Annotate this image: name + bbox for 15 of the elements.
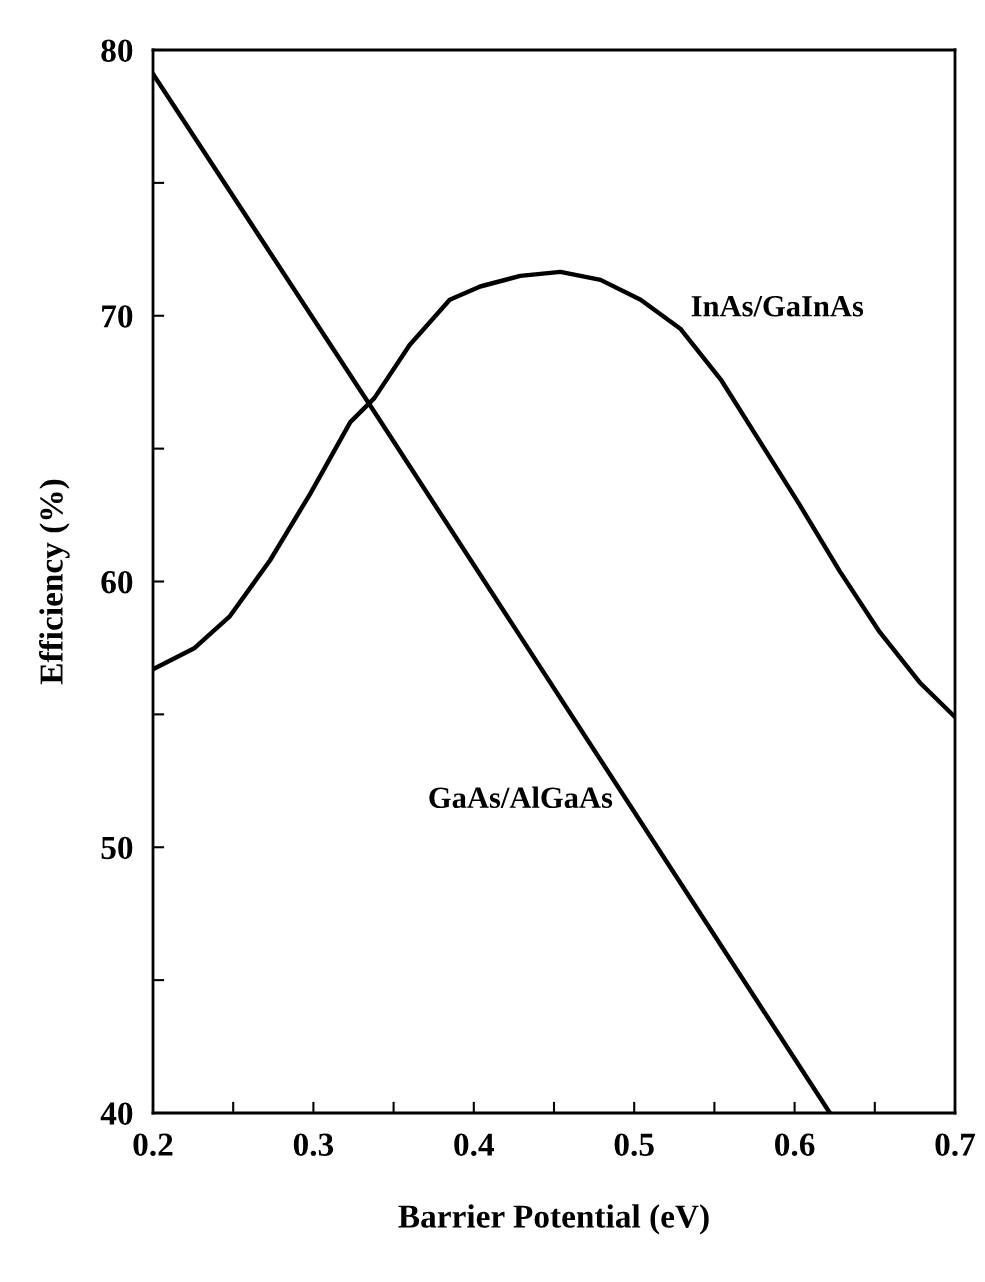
x-tick-label: 0.3 [293,1133,334,1157]
x-tick-label: 0.6 [775,1133,815,1157]
x-tick-label: 0.7 [935,1133,976,1157]
y-tick-label: 40 [100,1102,133,1125]
x-tick-label: 0.2 [133,1133,173,1157]
y-tick-label: 80 [101,39,133,62]
series-label: InAs/GaInAs [691,295,864,317]
x-axis-title: Barrier Potential (eV) [398,1204,709,1235]
series-label: GaAs/AlGaAs [429,786,613,809]
x-tick-label: 0.5 [614,1133,654,1157]
y-tick-label: 50 [101,836,133,860]
y-tick-label: 60 [101,570,133,594]
x-tick-label: 0.4 [454,1133,495,1157]
y-tick-label: 70 [102,305,133,328]
y-axis-title: Efficiency (%) [39,479,70,685]
